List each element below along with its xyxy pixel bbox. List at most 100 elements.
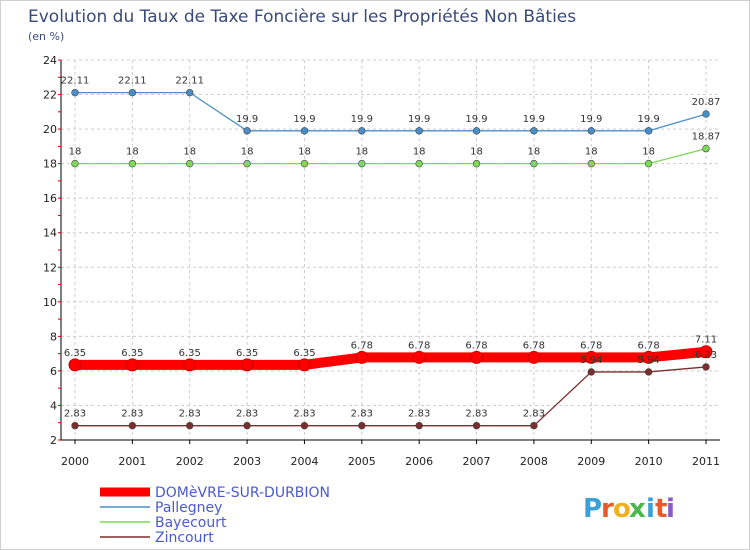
data-label-bayecourt: 18.87 [692,132,721,143]
data-label-dom-vre-sur-durbion: 6.78 [465,340,487,351]
data-point-bayecourt [128,159,137,168]
x-tick-label: 2011 [692,455,720,468]
data-point-zincourt [644,368,653,376]
chart-subtitle: (en %) [28,30,64,43]
data-label-zincourt: 2.83 [465,409,487,420]
data-point-pallegney [415,127,423,135]
data-label-dom-vre-sur-durbion: 7.11 [695,335,717,346]
data-point-dom-vre-sur-durbion [642,350,656,364]
data-label-pallegney: 19.9 [236,114,258,125]
x-tick-label: 2004 [290,455,318,468]
legend-label: DOMèVRE-SUR-DURBION [155,485,330,501]
y-tick-label: 12 [43,261,57,274]
data-point-dom-vre-sur-durbion [297,358,311,372]
data-point-dom-vre-sur-durbion [412,350,426,364]
data-point-zincourt [71,421,79,430]
legend: DOMèVRE-SUR-DURBIONPallegneyBayecourtZin… [100,485,330,546]
data-point-bayecourt [702,144,710,153]
y-tick-label: 10 [43,296,57,309]
y-tick-label: 8 [50,330,57,343]
data-label-pallegney: 20.87 [692,97,721,108]
data-point-bayecourt [530,159,538,168]
data-point-pallegney [243,127,251,135]
data-point-zincourt [243,421,251,430]
chart-title: Evolution du Taux de Taxe Foncière sur l… [28,7,576,27]
data-label-bayecourt: 18 [413,147,426,158]
data-point-zincourt [702,363,710,371]
data-label-bayecourt: 18 [585,147,598,158]
x-tick-label: 2002 [176,455,204,468]
x-tick-label: 2005 [348,455,376,468]
data-label-bayecourt: 18 [69,147,82,158]
data-label-bayecourt: 18 [183,147,196,158]
y-tick-label: 22 [43,89,57,102]
data-point-dom-vre-sur-durbion [584,350,598,364]
data-point-pallegney [644,127,653,135]
data-label-zincourt: 2.83 [179,409,201,420]
y-tick-label: 20 [43,123,57,136]
data-point-pallegney [71,88,79,97]
data-point-zincourt [530,421,538,430]
data-label-pallegney: 19.9 [580,114,602,125]
y-tick-label: 24 [43,54,57,67]
y-tick-label: 2 [50,434,57,447]
proxiti-logo: Pr ox i ti [583,494,675,524]
data-point-bayecourt [71,159,79,168]
x-tick-label: 2001 [118,455,146,468]
data-point-pallegney [128,88,137,97]
logo-letter: i [666,494,675,524]
x-tick-label: 2000 [61,455,89,468]
data-label-dom-vre-sur-durbion: 6.35 [121,348,143,359]
data-label-dom-vre-sur-durbion: 6.78 [638,340,660,351]
data-label-pallegney: 19.9 [293,114,315,125]
data-label-zincourt: 2.83 [64,409,86,420]
logo-letter: t [655,494,667,524]
logo-letter: o [613,494,631,524]
data-label-bayecourt: 18 [528,147,541,158]
data-point-bayecourt [243,159,251,168]
data-point-bayecourt [358,159,366,168]
data-label-dom-vre-sur-durbion: 6.78 [580,340,602,351]
data-label-zincourt: 5.94 [638,355,660,366]
data-point-pallegney [300,127,309,135]
data-point-bayecourt [300,159,309,168]
data-label-zincourt: 2.83 [121,409,143,420]
x-tick-label: 2010 [635,455,663,468]
y-tick-label: 4 [50,399,57,412]
data-label-dom-vre-sur-durbion: 6.78 [408,340,430,351]
data-point-dom-vre-sur-durbion [68,358,82,372]
data-label-bayecourt: 18 [642,147,655,158]
legend-label: Bayecourt [155,515,227,531]
data-label-pallegney: 22.11 [118,76,147,87]
data-point-zincourt [415,421,423,430]
data-point-pallegney [530,127,538,135]
data-point-zincourt [300,421,309,430]
data-point-pallegney [472,127,481,135]
data-label-dom-vre-sur-durbion: 6.78 [523,340,545,351]
data-point-bayecourt [644,159,653,168]
data-point-bayecourt [587,159,595,168]
series-line-pallegney [75,91,707,132]
data-label-bayecourt: 18 [241,147,254,158]
data-point-dom-vre-sur-durbion [470,350,484,364]
logo-letter: r [601,494,614,524]
data-label-zincourt: 2.83 [236,409,258,420]
series-group [68,88,713,430]
data-point-dom-vre-sur-durbion [183,358,197,372]
data-point-zincourt [472,421,481,430]
data-label-bayecourt: 18 [298,147,311,158]
data-label-bayecourt: 18 [470,147,483,158]
data-label-bayecourt: 18 [126,147,139,158]
logo-letter: P [583,494,602,524]
data-label-pallegney: 19.9 [638,114,660,125]
data-point-pallegney [702,110,710,118]
y-tick-label: 16 [43,192,57,205]
data-label-pallegney: 22.11 [175,76,204,87]
data-label-zincourt: 2.83 [408,409,430,420]
series-line-zincourt [75,366,707,427]
y-tick-label: 18 [43,158,57,171]
y-tick-label: 6 [50,365,57,378]
